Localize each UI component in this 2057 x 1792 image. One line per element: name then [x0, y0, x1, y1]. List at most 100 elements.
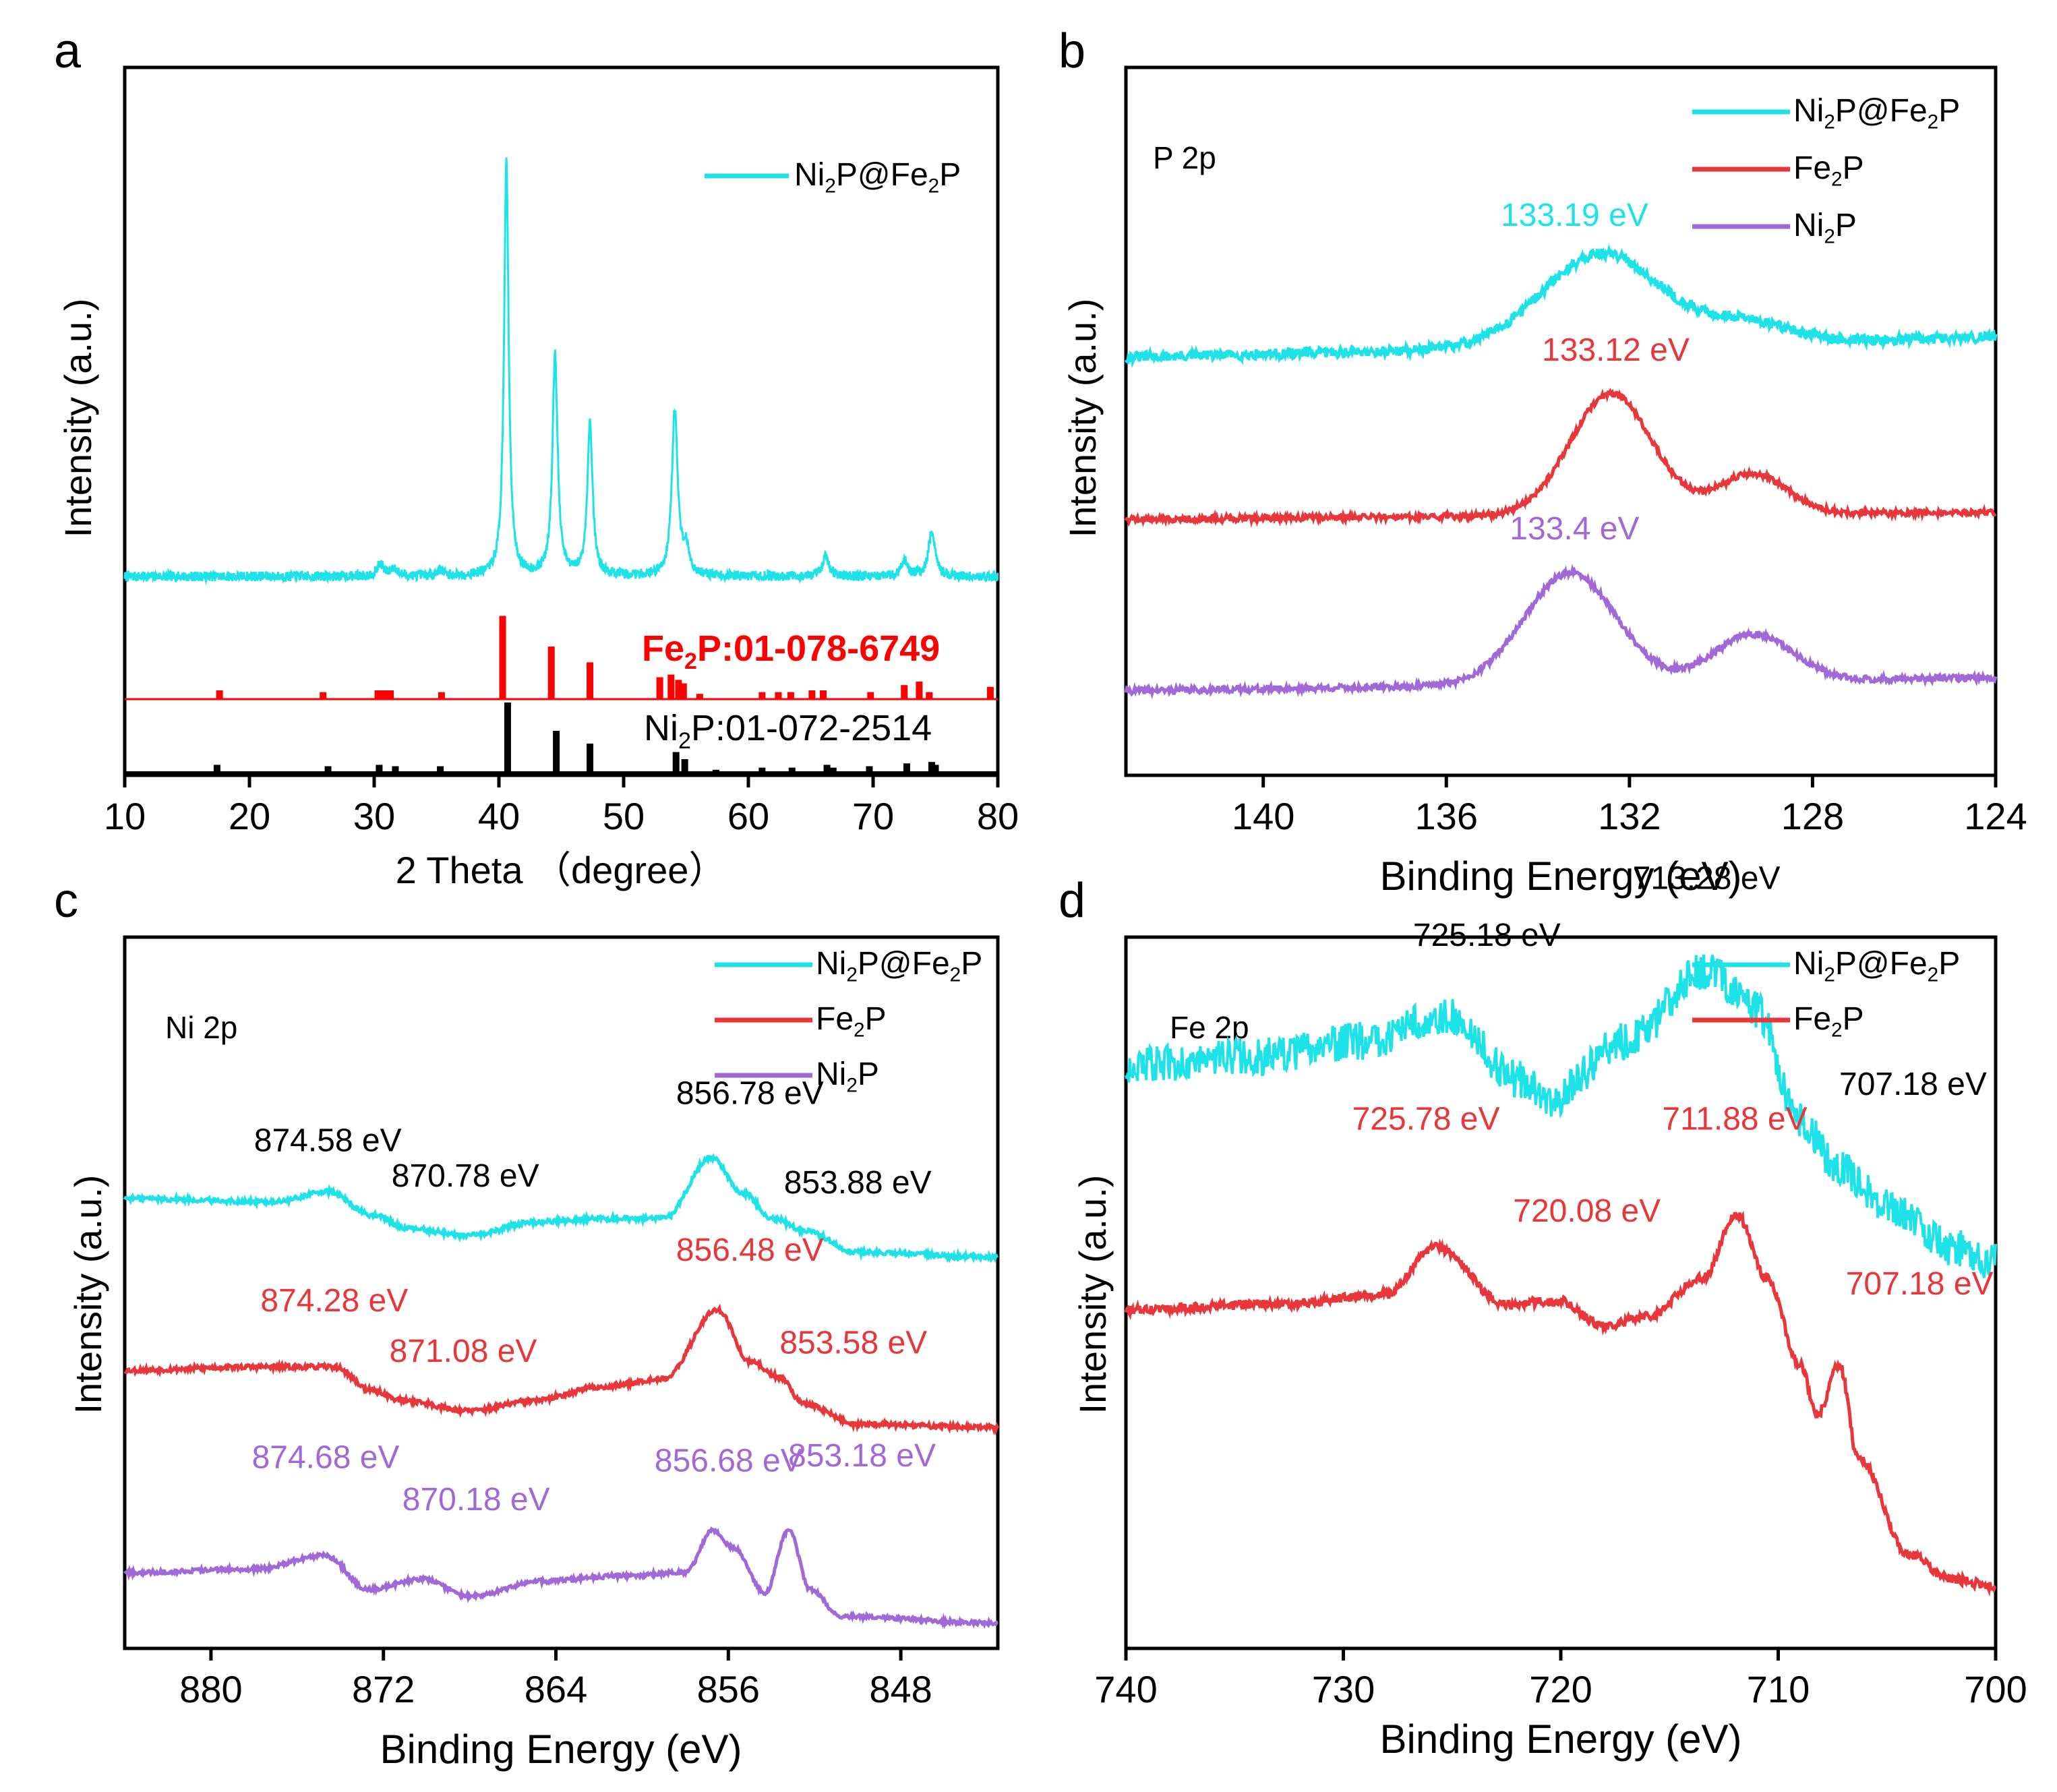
legend-label-c-0: Ni2P@Fe2P [816, 946, 982, 986]
legend-label-c-2: Ni2P [816, 1056, 879, 1097]
reference-stick-0-1 [320, 692, 327, 699]
reference-stick-0-16 [787, 692, 794, 699]
peak-annotation-d-0-0: 725.18 eV [1413, 918, 1561, 953]
x-tick-label-a-70: 70 [852, 795, 894, 837]
spectrum-c-fe2p [123, 1303, 1000, 1436]
reference-stick-0-22 [926, 692, 933, 699]
reference-stick-0-17 [808, 690, 816, 699]
panel-label-a: a [54, 24, 82, 78]
spectrum-d-ni2p-fe2p [1125, 954, 1997, 1278]
x-tick-label-c-880: 880 [179, 1668, 242, 1710]
x-tick-label-d-700: 700 [1964, 1668, 2027, 1710]
peak-annotation-b-0-0: 133.19 eV [1501, 198, 1648, 233]
x-tick-label-a-40: 40 [478, 795, 520, 837]
plot-area-a [123, 157, 999, 585]
peak-annotation-c-2-1: 870.18 eV [403, 1482, 550, 1518]
reference-stick-0-12 [680, 683, 687, 699]
reference-stick-1-7 [587, 743, 594, 773]
legend-label-d-1: Fe2P [1793, 1001, 1864, 1042]
peak-annotation-d-0-1: 713.28 eV [1633, 860, 1781, 896]
legend-label-b-2: Ni2P [1793, 208, 1857, 248]
y-axis-label-d: Intensity (a.u.) [1071, 1175, 1114, 1414]
peak-annotation-d-1-2: 711.88 eV [1662, 1102, 1807, 1137]
peak-annotation-c-0-2: 856.78 eV [676, 1076, 824, 1112]
x-ticks-d: 740 730 720 710 700 [1094, 1648, 2027, 1710]
peak-annotation-c-2-2: 856.68 eV [655, 1443, 802, 1479]
x-tick-label-d-740: 740 [1094, 1668, 1157, 1710]
reference-stick-0-23 [986, 686, 994, 699]
peak-annotation-c-0-0: 874.58 eV [254, 1123, 402, 1159]
x-tick-label-a-10: 10 [104, 795, 146, 837]
x-axis-label-b: Binding Energy (eV) [1380, 854, 1742, 899]
legend-b: Ni2P@Fe2P Fe2P Ni2P [1692, 93, 1960, 248]
legend-d: Ni2P@Fe2P Fe2P [1692, 946, 1960, 1042]
legend-label-d-0: Ni2P@Fe2P [1793, 946, 1960, 986]
x-tick-label-d-710: 710 [1747, 1668, 1810, 1710]
reference-stick-0-15 [775, 692, 782, 699]
reference-stick-1-1 [324, 766, 332, 773]
panel-label-c: c [54, 874, 78, 928]
spectrum-d-fe2p [1124, 1210, 1996, 1597]
reference-stick-1-6 [553, 731, 560, 773]
x-axis-label-c: Binding Energy (eV) [380, 1727, 742, 1772]
x-tick-label-b-136: 136 [1415, 795, 1478, 837]
plot-frame-c [123, 935, 1000, 1650]
x-tick-label-a-60: 60 [727, 795, 769, 837]
peak-annotation-c-1-3: 853.58 eV [779, 1325, 927, 1361]
x-ticks-b: 140 136 132 128 124 [1232, 775, 2027, 837]
peak-annotation-c-2-0: 874.68 eV [252, 1440, 400, 1476]
reference-stick-1-3 [392, 766, 399, 773]
x-tick-label-c-872: 872 [352, 1668, 415, 1710]
reference-stick-1-14 [829, 767, 837, 773]
reference-stick-1-13 [823, 765, 831, 773]
peak-annotation-c-2-3: 853.18 eV [788, 1438, 936, 1474]
reference-stick-0-19 [867, 692, 874, 699]
spectrum-c-ni2p [123, 1526, 998, 1630]
reference-label-0: Fe2P:01-078-6749 [642, 628, 940, 674]
reference-stick-0-18 [820, 690, 827, 699]
spectrum-c-ni2p-fe2p [123, 1153, 999, 1263]
reference-stick-0-5 [438, 692, 445, 699]
peak-annotation-d-0-2: 707.18 eV [1839, 1067, 1987, 1102]
x-tick-label-d-730: 730 [1312, 1668, 1375, 1710]
reference-stick-0-7 [547, 647, 555, 699]
reference-stick-1-11 [758, 767, 766, 773]
reference-stick-1-10 [712, 769, 719, 773]
reference-stick-1-5 [504, 703, 511, 773]
peak-annotation-c-1-0: 874.28 eV [260, 1283, 408, 1319]
x-tick-label-a-30: 30 [353, 795, 395, 837]
peak-annotation-c-1-2: 856.48 eV [676, 1232, 824, 1268]
panel-label-b: b [1059, 24, 1085, 78]
x-tick-label-c-856: 856 [697, 1668, 760, 1710]
x-ticks-c: 880 872 864 856 848 [179, 1648, 932, 1710]
peak-annotation-d-1-1: 720.08 eV [1513, 1193, 1661, 1229]
panel-a-xrd: a 10 20 30 40 50 60 70 80 Ni2P@Fe2P Fe2P:01-078… [54, 24, 1019, 891]
panel-label-d: d [1059, 874, 1085, 928]
x-tick-label-b-132: 132 [1598, 795, 1661, 837]
legend-label-c-1: Fe2P [816, 1001, 887, 1042]
reference-stick-0-14 [758, 692, 766, 699]
x-tick-label-b-128: 128 [1781, 795, 1844, 837]
spectrum-b-ni2p [1124, 564, 1998, 700]
spectrum-title-c: Ni 2p [165, 1010, 237, 1045]
reference-stick-0-8 [587, 662, 594, 699]
x-tick-label-a-80: 80 [977, 795, 1019, 837]
reference-stick-0-2 [374, 690, 382, 699]
reference-label-1: Ni2P:01-072-2514 [644, 708, 932, 754]
reference-stick-1-2 [376, 765, 383, 773]
legend-label-b-1: Fe2P [1793, 150, 1864, 191]
spectrum-b-ni2p-fe2p [1124, 244, 1998, 369]
peak-annotation-c-0-1: 870.78 eV [392, 1158, 539, 1194]
reference-stick-1-0 [213, 765, 220, 773]
y-axis-label-a: Intensity (a.u.) [57, 299, 99, 538]
y-axis-label-b: Intensity (a.u.) [1061, 299, 1104, 538]
reference-stick-0-10 [667, 674, 675, 699]
reference-stick-1-18 [932, 765, 939, 773]
reference-stick-0-21 [916, 682, 923, 699]
peak-annotation-c-0-3: 853.88 eV [784, 1165, 932, 1201]
peak-annotation-b-1-0: 133.12 eV [1542, 332, 1690, 368]
reference-stick-0-9 [656, 677, 663, 699]
